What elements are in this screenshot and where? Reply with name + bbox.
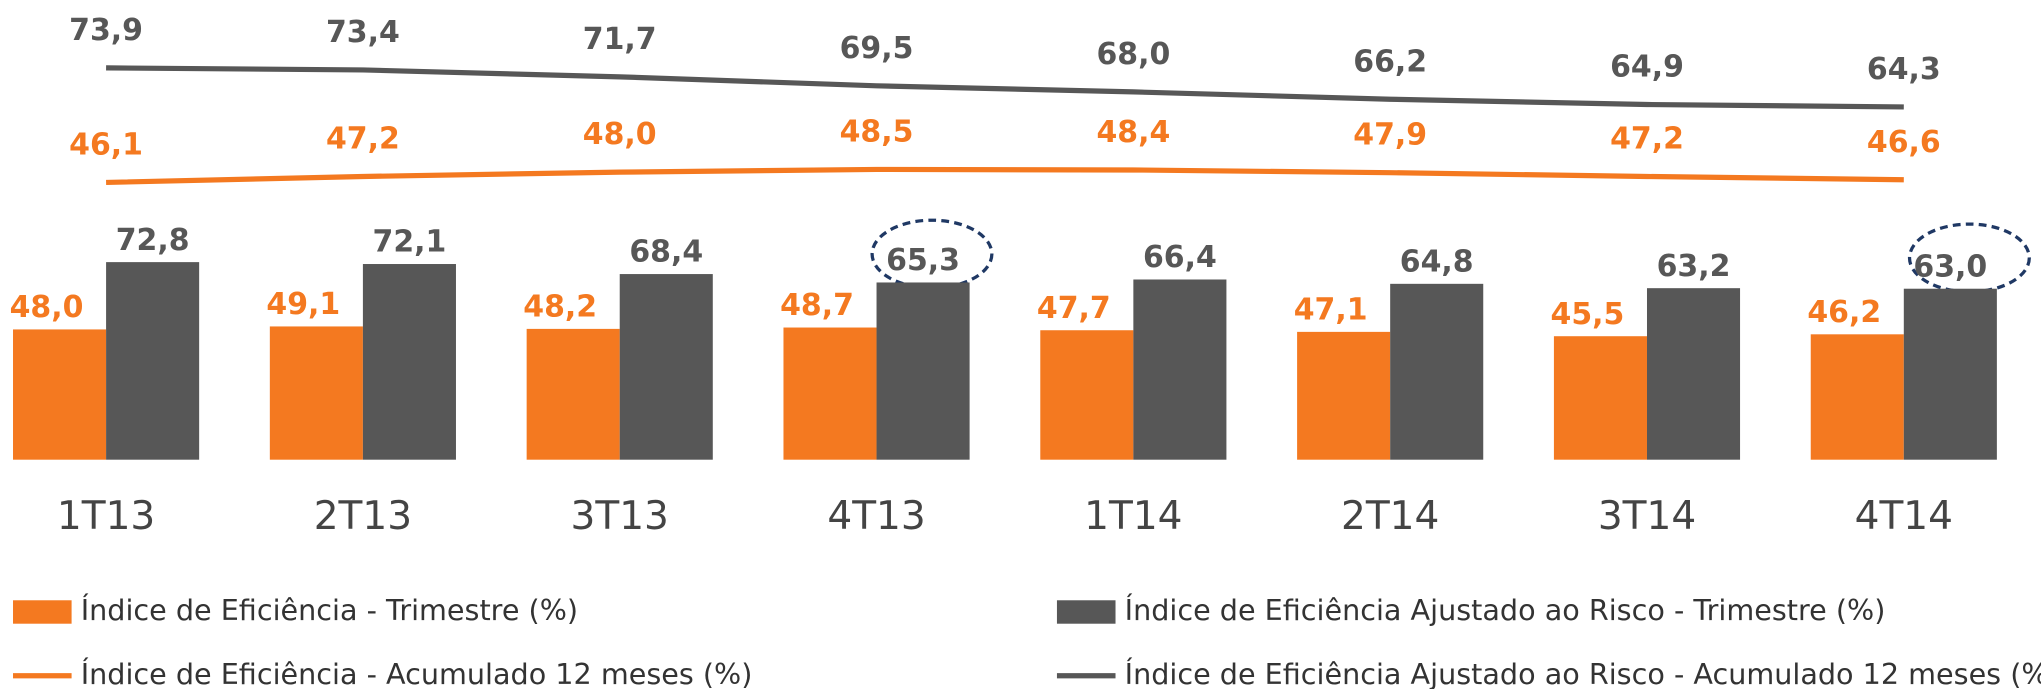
line-value-label: 48,5 xyxy=(840,114,914,149)
line-value-label: 73,4 xyxy=(326,15,400,50)
x-tick-label: 4T14 xyxy=(1855,494,1953,539)
line xyxy=(106,166,1904,186)
legend-label: Índice de Eficiência - Acumulado 12 mese… xyxy=(81,657,753,689)
bar-value-label: 45,5 xyxy=(1551,297,1625,332)
bar-value-label: 47,7 xyxy=(1037,291,1111,326)
bar xyxy=(876,282,970,460)
bar-value-label: 63,0 xyxy=(1913,249,1987,284)
bar xyxy=(1390,283,1484,460)
bar-value-label: 47,1 xyxy=(1294,293,1368,328)
legend-label: Índice de Eficiência - Trimestre (%) xyxy=(81,593,578,627)
bar xyxy=(362,264,456,460)
line-value-label: 48,4 xyxy=(1096,115,1170,150)
line-value-label: 46,6 xyxy=(1867,125,1941,160)
bar-value-label: 48,0 xyxy=(10,290,84,325)
bar xyxy=(1133,279,1227,460)
bar xyxy=(1040,330,1134,460)
bar xyxy=(1297,331,1391,460)
line-value-label: 66,2 xyxy=(1353,44,1427,79)
legend-label: Índice de Eficiência Ajustado ao Risco -… xyxy=(1125,593,1886,627)
bar-value-label: 65,3 xyxy=(886,243,960,278)
bar-value-label: 72,1 xyxy=(373,225,447,260)
line-value-label: 48,0 xyxy=(583,117,657,152)
bar-value-label: 64,8 xyxy=(1400,245,1474,280)
line xyxy=(106,65,1904,110)
line-value-label: 47,2 xyxy=(1610,122,1684,157)
bar-value-label: 68,4 xyxy=(629,235,703,270)
line-value-label: 68,0 xyxy=(1096,37,1170,72)
legend-swatch xyxy=(1056,600,1116,624)
x-tick-label: 1T14 xyxy=(1084,494,1182,539)
bar-value-label: 49,1 xyxy=(266,287,340,322)
bar-value-label: 48,7 xyxy=(780,288,854,323)
line-value-label: 64,3 xyxy=(1867,52,1941,87)
bar xyxy=(783,327,877,460)
bar-value-label: 66,4 xyxy=(1143,240,1217,275)
x-tick-label: 3T13 xyxy=(571,494,669,539)
legend-swatch xyxy=(13,600,72,624)
line-value-label: 73,9 xyxy=(69,13,143,48)
line-value-label: 46,1 xyxy=(69,127,143,162)
bar xyxy=(526,328,620,460)
bar xyxy=(13,329,107,460)
bar-value-label: 72,8 xyxy=(116,223,190,258)
highlight-circle xyxy=(1907,222,2031,294)
bar xyxy=(1646,288,1741,460)
x-tick-label: 3T14 xyxy=(1598,494,1696,539)
bar xyxy=(106,262,200,460)
x-tick-label: 2T14 xyxy=(1341,494,1439,539)
bar xyxy=(1810,334,1904,460)
bar xyxy=(619,274,713,460)
line-value-label: 71,7 xyxy=(583,22,657,57)
legend-label: Índice de Eficiência Ajustado ao Risco -… xyxy=(1125,657,2041,689)
bar-value-label: 46,2 xyxy=(1807,295,1881,330)
bar xyxy=(1903,288,1997,460)
line-value-label: 47,2 xyxy=(326,122,400,157)
line-value-label: 47,9 xyxy=(1353,118,1427,153)
bar xyxy=(1553,336,1647,460)
bar-value-label: 48,2 xyxy=(523,290,597,325)
bar xyxy=(269,326,363,460)
line-value-label: 64,9 xyxy=(1610,50,1684,85)
line-value-label: 69,5 xyxy=(840,31,914,66)
bar-value-label: 63,2 xyxy=(1657,249,1731,284)
x-tick-label: 4T13 xyxy=(827,494,925,539)
highlight-circle xyxy=(870,218,994,290)
x-tick-label: 1T13 xyxy=(57,494,155,539)
x-tick-label: 2T13 xyxy=(314,494,412,539)
